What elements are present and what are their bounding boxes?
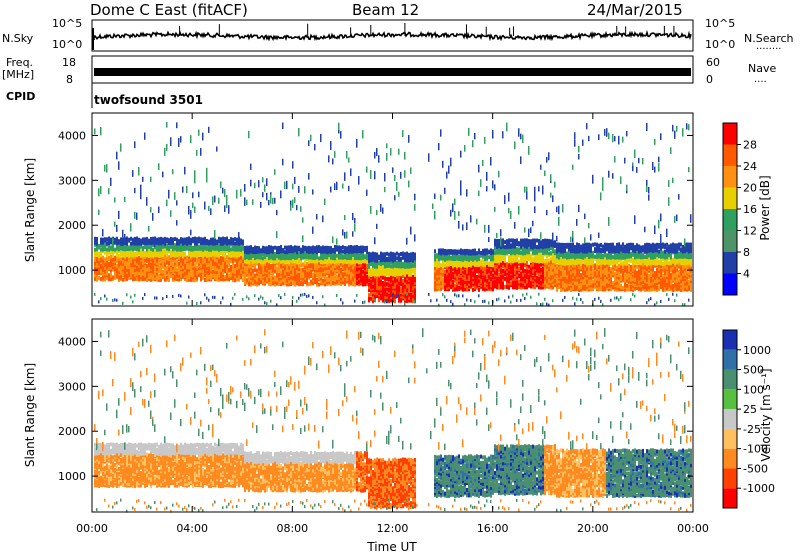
y-tick-label: 2000 xyxy=(58,425,86,438)
power-panel: 1000 2000 3000 4000 Slant Range [km] 4 8 12 16… xyxy=(23,112,772,307)
velocity-y-label: Slant Range [km] xyxy=(23,363,37,467)
colorbar-tick-label: 1000 xyxy=(743,344,771,357)
nsky-label: N.Sky xyxy=(2,32,34,45)
colorbar-tick-label: -500 xyxy=(743,462,768,475)
nsearch-label: N.Search xyxy=(744,32,794,45)
freq-label-2: [MHz] xyxy=(2,68,34,81)
colorbar-tick-label: 4 xyxy=(743,268,750,281)
colorbar-tick-label: 24 xyxy=(743,160,757,173)
nsearch-legend-dots: ........ xyxy=(756,41,781,52)
radar-title: Dome C East (fitACF) xyxy=(90,1,248,19)
cpid-panel: CPID twofsound 3501 xyxy=(6,83,203,108)
nave-label: Nave xyxy=(748,62,776,75)
colorbar-tick-label: 500 xyxy=(743,364,764,377)
nsky-panel: N.Sky 10^5 10^0 10^5 10^0 N.Search .....… xyxy=(2,17,794,52)
velocity-panel: 1000 2000 3000 4000 Slant Range [km] 1000 50… xyxy=(23,318,775,513)
power-colorbar: 4 8 12 16 20 24 28 xyxy=(722,122,757,296)
y-tick-label: 3000 xyxy=(58,380,86,393)
power-colorbar-label: Power [dB] xyxy=(758,175,772,240)
cpid-label: CPID xyxy=(6,90,35,103)
colorbar-tick-label: 8 xyxy=(743,246,750,259)
beam-label: Beam 12 xyxy=(352,1,419,19)
y-tick-label: 3000 xyxy=(58,174,86,187)
velocity-colorbar: 1000 500 100 25 -25 -100 -500 -1000 xyxy=(722,329,775,509)
x-axis-label: Time UT xyxy=(366,540,417,554)
y-tick-label: 2000 xyxy=(58,219,86,232)
velocity-colorbar-label: Velocity [m s⁻¹] xyxy=(759,368,773,461)
power-field xyxy=(94,122,692,307)
nsky-tick-bottom: 10^0 xyxy=(52,38,82,51)
nsearch-tick-top: 10^5 xyxy=(705,17,735,30)
x-tick-label: 20:00 xyxy=(577,522,609,535)
freq-trace xyxy=(94,68,691,76)
x-tick-label: 12:00 xyxy=(377,522,409,535)
colorbar-tick-label: 12 xyxy=(743,225,757,238)
y-tick-label: 4000 xyxy=(58,335,86,348)
x-tick-label: 16:00 xyxy=(477,522,509,535)
colorbar-tick-label: -100 xyxy=(743,443,768,456)
nave-tick-top: 60 xyxy=(706,56,720,69)
colorbar-tick-label: 25 xyxy=(743,403,757,416)
colorbar-tick-label: 28 xyxy=(743,139,757,152)
colorbar-tick-label: 100 xyxy=(743,383,764,396)
power-y-axis: 1000 2000 3000 4000 xyxy=(58,129,693,277)
colorbar-tick-label: 16 xyxy=(743,203,757,216)
nsky-trace xyxy=(92,22,692,50)
x-tick-label: 08:00 xyxy=(276,522,308,535)
date-label: 24/Mar/2015 xyxy=(587,1,683,19)
y-tick-label: 4000 xyxy=(58,129,86,142)
freq-label-1: Freq. xyxy=(6,56,33,69)
nave-legend-dots: .... xyxy=(754,74,767,85)
time-x-axis: 00:00 04:00 08:00 12:00 16:00 20:00 00:00 xyxy=(76,113,709,535)
colorbar-tick-label: -1000 xyxy=(743,482,775,495)
freq-panel: Freq. [MHz] 18 8 60 0 Nave .... xyxy=(2,55,776,86)
y-tick-label: 1000 xyxy=(58,264,86,277)
x-tick-label: 00:00 xyxy=(76,522,108,535)
nsearch-tick-bottom: 10^0 xyxy=(705,38,735,51)
freq-tick-top: 18 xyxy=(62,56,76,69)
freq-tick-bottom: 8 xyxy=(66,73,73,86)
velocity-field xyxy=(94,328,692,513)
cpid-program: twofsound 3501 xyxy=(94,93,203,107)
nave-tick-bottom: 0 xyxy=(706,73,713,86)
colorbar-tick-label: 20 xyxy=(743,182,757,195)
y-tick-label: 1000 xyxy=(58,470,86,483)
power-y-label: Slant Range [km] xyxy=(23,158,37,262)
velocity-y-axis: 1000 2000 3000 4000 xyxy=(58,335,693,483)
colorbar-tick-label: -25 xyxy=(743,423,761,436)
x-tick-label: 04:00 xyxy=(176,522,208,535)
x-tick-label: 00:00 xyxy=(677,522,709,535)
nsky-tick-top: 10^5 xyxy=(52,17,82,30)
